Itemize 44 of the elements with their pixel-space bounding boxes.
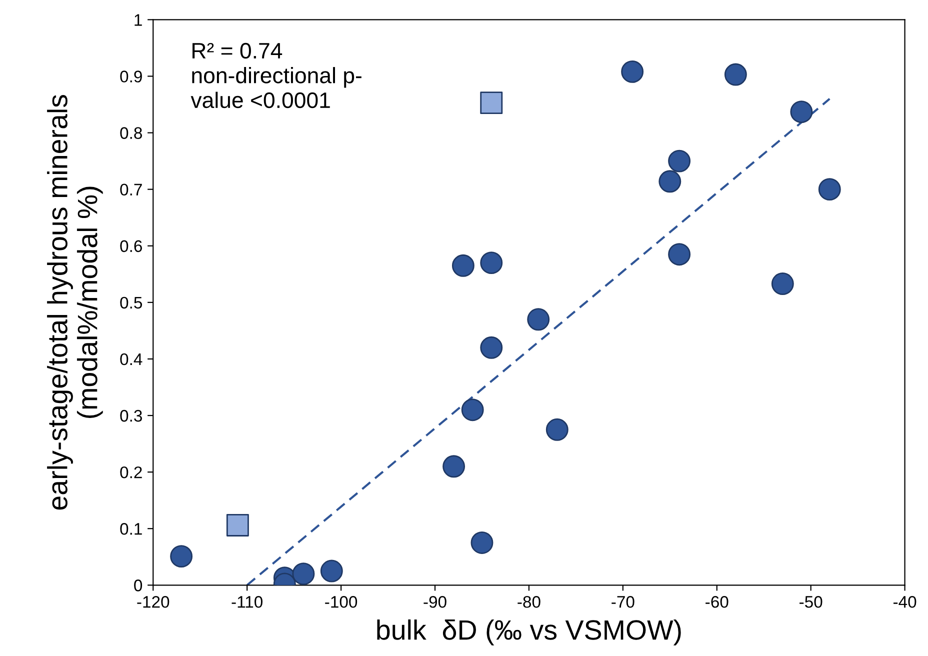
y-tick-label: 0.8 [120,127,142,139]
point [668,243,691,266]
y-tick-label: 0.9 [120,70,142,82]
x-tick-label: -90 [424,596,446,608]
point [470,532,494,554]
y-tick-label: 0.2 [120,466,142,478]
point [668,150,691,172]
point [724,63,747,86]
y-tick-label: 0.3 [120,410,142,422]
point [480,252,503,274]
y-tick-label: 0.1 [120,523,142,535]
point [818,178,841,201]
point [480,336,503,359]
point [546,418,568,441]
x-tick-label: -60 [706,596,728,608]
point [226,514,249,536]
y-tick-label: 0.7 [120,184,142,196]
y-tick-label: 0.4 [120,353,142,366]
point [658,170,682,193]
annotation: R² = 0.74 non-directional p- value <0.0001 [190,42,362,108]
point [170,545,193,568]
point [461,398,484,422]
x-tick-label: -70 [612,596,634,608]
y-tick-label: 0.6 [120,240,142,252]
point [452,254,474,277]
x-tick-label: -50 [800,596,822,608]
point [527,308,550,331]
x-tick-label: -40 [893,596,916,608]
y-tick-label: 1 [134,14,142,26]
point [320,560,343,582]
point [621,60,644,83]
point [292,562,315,586]
x-tick-label: -110 [232,596,262,608]
point [790,100,813,124]
point [771,272,794,295]
y-axis-title: early-stage/total hydrous minerals (modal%/modal %) [47,94,103,510]
x-tick-label: -80 [518,596,540,608]
x-axis-title: bulk δD (‰ vs VSMOW) [377,619,681,646]
x-tick-label: -100 [325,596,358,608]
point [442,455,466,478]
x-tick-label: -120 [137,596,170,608]
y-tick-label: 0.5 [120,296,142,309]
y-tick-label: 0 [134,580,142,592]
point [480,92,503,114]
